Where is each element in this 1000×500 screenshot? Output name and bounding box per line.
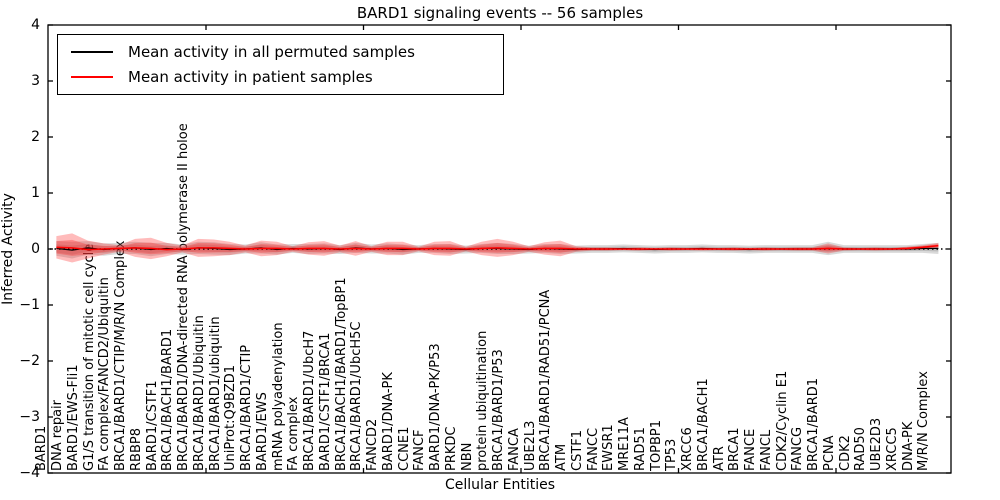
patient-line-sample [71,76,113,79]
legend-label-permuted: Mean activity in all permuted samples [128,42,415,61]
x-axis-label: Cellular Entities [444,477,556,493]
patient-mean-line [56,244,939,251]
permuted-std-band-inner [56,244,939,255]
legend-item-permuted: Mean activity in all permuted samples [71,43,503,61]
permuted-line-sample [71,50,113,53]
legend-label-patient: Mean activity in patient samples [128,68,373,87]
legend-item-patient: Mean activity in patient samples [71,68,503,86]
chart-title: BARD1 signaling events -- 56 samples [356,4,644,22]
legend-box: Mean activity in all permuted samples Me… [57,34,504,95]
permuted-std-band [56,241,939,259]
